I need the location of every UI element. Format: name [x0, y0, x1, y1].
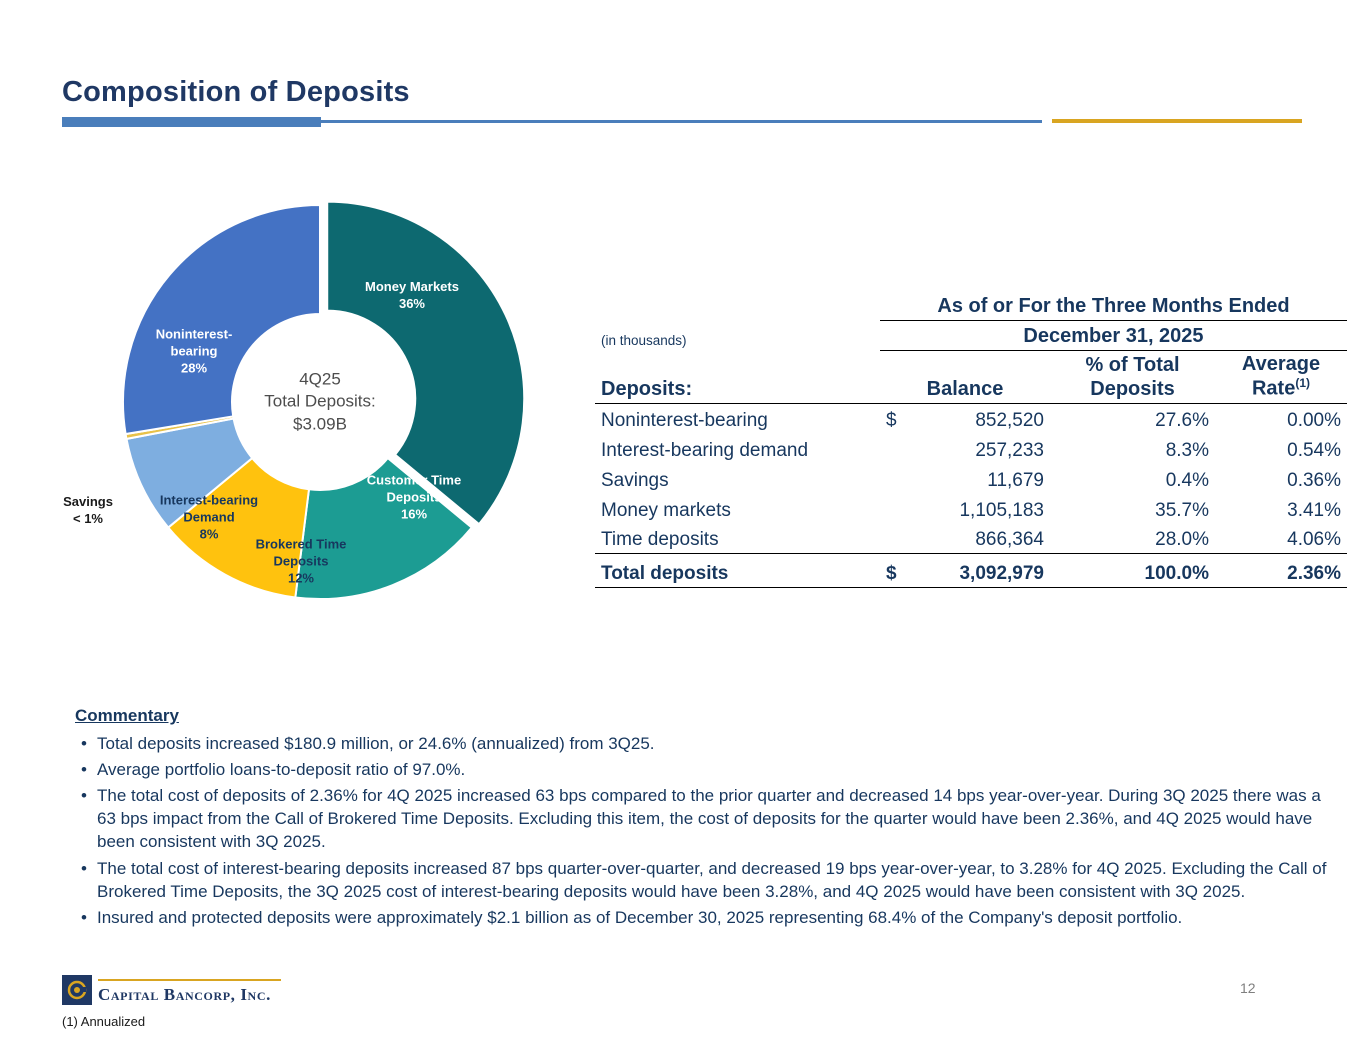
donut-center-label: 4Q25 Total Deposits: $3.09B	[264, 368, 376, 435]
pct-of-total-value: 8.3%	[1165, 439, 1209, 461]
deposits-table: As of or For the Three Months Ended (in …	[595, 288, 1347, 589]
row-label: Total deposits	[595, 553, 880, 589]
bullet-icon: •	[81, 858, 87, 878]
center-label-quarter: 4Q25	[299, 369, 341, 389]
pie-slice-customer-time-deposits	[294, 456, 474, 600]
col-header-rate-line1: Average	[1241, 352, 1321, 375]
balance-value: 3,092,979	[910, 553, 1050, 589]
row-label: Interest-bearing demand	[601, 439, 809, 461]
dollar-sign	[880, 434, 910, 464]
balance-value: 11,679	[987, 469, 1044, 491]
deposit-donut-svg	[122, 200, 526, 600]
table-column-header-row: Deposits: Balance % of Total Deposits Av…	[595, 350, 1347, 405]
balance-value: 866,364	[975, 529, 1044, 551]
empty-cell	[595, 288, 880, 320]
table-row: Noninterest-bearing $852,520 27.6% 0.00%	[595, 404, 1347, 434]
pct-of-total-value: 0.4%	[1165, 469, 1209, 491]
footnote-annualized: (1) Annualized	[62, 1014, 146, 1029]
pie-slice-money-markets	[326, 200, 526, 526]
slice-label-savings: Savings < 1%	[63, 494, 113, 526]
in-thousands-label: (in thousands)	[601, 333, 687, 348]
pct-of-total-value: 27.6%	[1155, 409, 1209, 431]
col-header-balance: Balance	[880, 350, 1050, 405]
pie-slice-noninterest-bearing	[122, 203, 321, 436]
title-rule-blue	[321, 120, 1042, 123]
bullet-icon: •	[81, 907, 87, 927]
bullet-text: The total cost of deposits of 2.36% for …	[97, 786, 1321, 852]
commentary-bullet: • The total cost of interest-bearing depo…	[75, 857, 1340, 903]
table-date-header-row: (in thousands) December 31, 2025	[595, 320, 1347, 351]
slice-label-noninterest-bearing: Noninterest-bearing 28%	[155, 326, 233, 376]
dollar-sign	[880, 494, 910, 524]
average-rate-value: 0.00%	[1287, 409, 1341, 431]
title-rule-gold	[1052, 119, 1302, 123]
row-label: Noninterest-bearing	[601, 409, 768, 431]
dollar-sign: $	[886, 409, 897, 431]
row-label: Time deposits	[601, 529, 719, 551]
bullet-icon: •	[81, 760, 87, 780]
deposits-table-body: Noninterest-bearing $852,520 27.6% 0.00% Int…	[595, 404, 1347, 589]
col-header-pct-line1: % of Total	[1085, 354, 1180, 377]
date-header: December 31, 2025	[880, 320, 1347, 351]
commentary-bullet: • The total cost of deposits of 2.36% for…	[75, 784, 1340, 853]
center-label-caption: Total Deposits:	[264, 391, 376, 411]
slice-label-interest-bearing-demand: Interest-bearing Demand 8%	[159, 492, 259, 542]
commentary-heading: Commentary	[75, 706, 179, 725]
page-title: Composition of Deposits	[62, 76, 410, 108]
slice-label-customer-time-deposits: Customer Time Deposits 16%	[366, 472, 462, 522]
bullet-text: Insured and protected deposits were appr…	[97, 907, 1183, 927]
row-label: Money markets	[601, 499, 731, 521]
page-number: 12	[1240, 980, 1256, 996]
table-total-row: Total deposits $3,092,979 100.0% 2.36%	[595, 553, 1347, 589]
pct-of-total-value: 28.0%	[1155, 529, 1209, 551]
average-rate-value: 0.54%	[1287, 439, 1341, 461]
col-header-deposits: Deposits:	[595, 350, 880, 405]
average-rate-value: 4.06%	[1287, 529, 1341, 551]
pct-of-total-value: 35.7%	[1155, 499, 1209, 521]
dollar-sign: $	[880, 553, 910, 589]
row-label: Savings	[601, 469, 669, 491]
bullet-text: Average portfolio loans-to-deposit ratio…	[97, 760, 466, 780]
commentary-bullet: • Insured and protected deposits were app…	[75, 906, 1340, 929]
slice-label-money-markets: Money Markets 36%	[365, 279, 459, 311]
balance-value: 1,105,183	[959, 499, 1044, 521]
dollar-sign	[880, 524, 910, 554]
company-logo: Capital Bancorp, Inc.	[62, 975, 281, 1005]
rate-footnote-marker: (1)	[1295, 376, 1311, 391]
average-rate-value: 0.36%	[1287, 469, 1341, 491]
col-header-average-rate: Average Rate(1)	[1215, 350, 1347, 405]
logo-text-block: Capital Bancorp, Inc.	[98, 979, 281, 1005]
period-header: As of or For the Three Months Ended	[880, 288, 1347, 321]
table-row: Interest-bearing demand 257,233 8.3% 0.54%	[595, 434, 1347, 464]
table-row: Time deposits 866,364 28.0% 4.06%	[595, 524, 1347, 554]
table-period-header-row: As of or For the Three Months Ended	[595, 288, 1347, 321]
slice-label-brokered-time-deposits: Brokered Time Deposits 12%	[255, 536, 347, 586]
commentary-bullet: • Total deposits increased $180.9 million…	[75, 732, 1340, 755]
logo-icon	[62, 975, 92, 1005]
bullet-icon: •	[81, 786, 87, 806]
table-row: Savings 11,679 0.4% 0.36%	[595, 464, 1347, 494]
col-header-pct-line2: Deposits	[1090, 377, 1175, 400]
average-rate-value: 2.36%	[1215, 553, 1347, 589]
balance-value: 257,233	[975, 439, 1044, 461]
bullet-text: The total cost of interest-bearing depos…	[97, 858, 1327, 901]
commentary-section: Commentary • Total deposits increased $18…	[75, 706, 1340, 932]
col-header-rate-line2: Rate	[1251, 377, 1296, 400]
bullet-icon: •	[81, 734, 87, 753]
balance-value: 852,520	[975, 409, 1044, 431]
average-rate-value: 3.41%	[1287, 499, 1341, 521]
deposits-table-element: As of or For the Three Months Ended (in …	[595, 288, 1347, 589]
dollar-sign	[880, 464, 910, 494]
company-name: Capital Bancorp, Inc.	[98, 985, 271, 1004]
commentary-bullet: • Average portfolio loans-to-deposit rati…	[75, 758, 1340, 781]
commentary-list: • Total deposits increased $180.9 million…	[75, 732, 1340, 929]
col-header-pct-of-total: % of Total Deposits	[1050, 350, 1215, 405]
center-label-total: $3.09B	[293, 414, 347, 434]
donut-chart: 4Q25 Total Deposits: $3.09B Money Market…	[58, 192, 578, 632]
pct-of-total-value: 100.0%	[1050, 553, 1215, 589]
bullet-text: Total deposits increased $180.9 million,…	[97, 734, 655, 753]
table-row: Money markets 1,105,183 35.7% 3.41%	[595, 494, 1347, 524]
title-accent-bar	[62, 117, 321, 127]
